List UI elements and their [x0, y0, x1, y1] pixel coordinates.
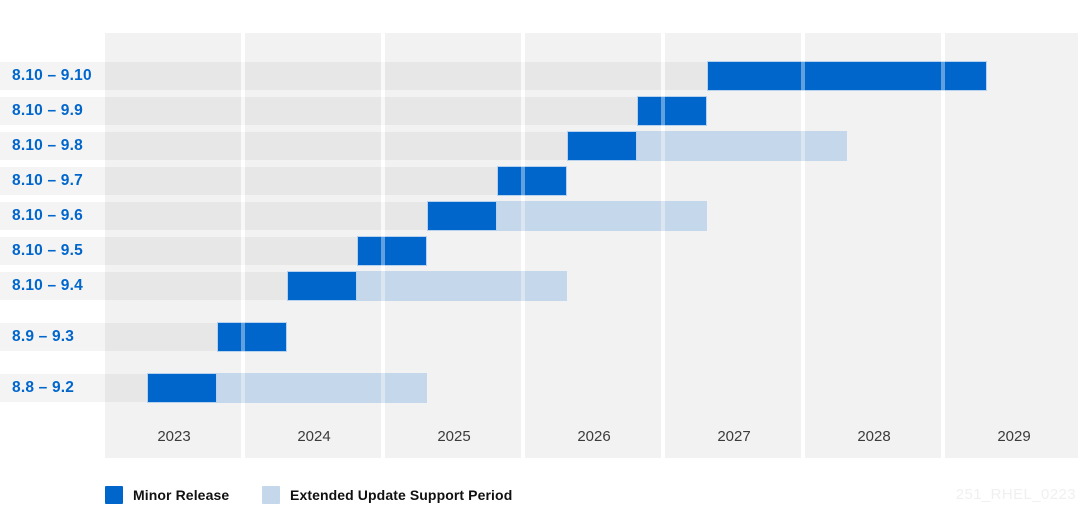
minor-release-bar: [427, 201, 498, 231]
row-label: 8.8 – 9.2: [12, 379, 75, 396]
row-label: 8.10 – 9.8: [12, 137, 83, 154]
minor-release-bar: [637, 96, 708, 126]
x-axis-tick-label: 2024: [297, 428, 331, 445]
legend-item-eus: Extended Update Support Period: [262, 485, 512, 505]
row-band: [0, 272, 288, 300]
legend-label-eus: Extended Update Support Period: [290, 487, 513, 503]
year-column: [805, 33, 941, 458]
eus-bar: [637, 131, 848, 161]
column-gap: [661, 33, 665, 458]
x-axis-tick-label: 2027: [717, 428, 751, 445]
row-band: [0, 237, 358, 265]
row-label: 8.10 – 9.10: [12, 67, 92, 84]
minor-release-bar: [357, 236, 428, 266]
eus-bar: [497, 201, 708, 231]
x-axis-tick-label: 2028: [857, 428, 891, 445]
row-band: [0, 202, 428, 230]
column-gap: [521, 33, 525, 458]
eus-bar: [357, 271, 568, 301]
row-label: 8.10 – 9.5: [12, 242, 83, 259]
minor-release-bar: [287, 271, 358, 301]
eus-bar: [217, 373, 428, 403]
row-band: [0, 374, 148, 402]
column-gap: [801, 33, 805, 458]
x-axis-tick-label: 2029: [997, 428, 1031, 445]
column-gap: [381, 33, 385, 458]
column-gap: [941, 33, 945, 458]
minor-release-bar: [707, 61, 988, 91]
year-column: [945, 33, 1078, 458]
legend-label-minor-release: Minor Release: [133, 487, 230, 503]
row-label: 8.10 – 9.7: [12, 172, 83, 189]
watermark-text: 251_RHEL_0223: [955, 486, 1076, 503]
row-band: [0, 323, 218, 351]
row-band: [0, 167, 498, 195]
minor-release-bar: [217, 322, 288, 352]
row-band: [0, 62, 708, 90]
legend-item-minor-release: Minor Release: [105, 485, 229, 505]
row-label: 8.10 – 9.4: [12, 277, 83, 294]
minor-release-bar: [147, 373, 218, 403]
row-band: [0, 132, 568, 160]
row-label: 8.10 – 9.9: [12, 102, 83, 119]
minor-release-swatch: [105, 486, 123, 504]
minor-release-bar: [497, 166, 568, 196]
row-label: 8.9 – 9.3: [12, 328, 75, 345]
eus-swatch: [262, 486, 280, 504]
row-band: [0, 97, 638, 125]
x-axis-tick-label: 2025: [437, 428, 471, 445]
column-gap: [241, 33, 245, 458]
row-label: 8.10 – 9.6: [12, 207, 83, 224]
minor-release-bar: [567, 131, 638, 161]
x-axis-tick-label: 2023: [157, 428, 191, 445]
x-axis-tick-label: 2026: [577, 428, 611, 445]
